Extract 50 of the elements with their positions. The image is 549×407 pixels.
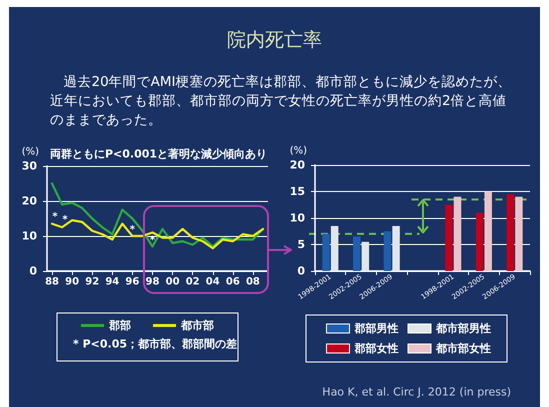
- bar: [330, 226, 338, 271]
- text: 両群ともにP<0.001と著明な減少傾向あり: [50, 148, 268, 160]
- bar: [353, 236, 361, 271]
- x-tick-label: 98: [146, 276, 160, 288]
- y-tick-label: 5: [297, 238, 305, 251]
- bar: [484, 192, 492, 271]
- chart-title: 院内死亡率: [226, 28, 323, 52]
- chart-subtitle: 過去20年間でAMI梗塞の死亡率は郡部、都市部ともに減少を認めたが、近年においても郡部、都市部の両方で女性の死亡率が男性の約2倍と高値のままであった。: [50, 73, 513, 130]
- legend-label: 郡部: [108, 319, 131, 332]
- bar: [322, 234, 330, 271]
- bar: [362, 242, 370, 271]
- legend-label: 都市部: [180, 319, 214, 332]
- x-tick-label: 94: [105, 276, 120, 288]
- text: Hao K, et al. Circ J. 2012 (in press): [322, 386, 511, 398]
- y-tick-label: 0: [29, 264, 38, 278]
- bar: [515, 196, 523, 271]
- y-tick-label: 15: [290, 185, 305, 198]
- legend-label: 都市部女性: [435, 342, 491, 355]
- bar: [392, 226, 400, 271]
- x-tick-label: 92: [85, 276, 100, 288]
- y-tick-label: 0: [297, 264, 306, 278]
- x-tick-label: 06: [226, 276, 240, 288]
- bar: [506, 194, 514, 271]
- y-tick-label: 20: [290, 158, 306, 172]
- x-tick-label: 04: [206, 276, 220, 288]
- bar: [454, 196, 462, 271]
- text: * P<0.05；都市部、郡部間の差: [72, 338, 238, 350]
- x-tick-label: 02: [186, 276, 200, 288]
- legend-label: 都市部男性: [435, 322, 491, 335]
- legend-label: 郡部女性: [354, 342, 398, 355]
- legend-label: 郡部男性: [354, 322, 398, 335]
- x-tick-label: 08: [246, 276, 260, 288]
- annotation: *: [62, 214, 68, 226]
- y-tick-label: 20: [22, 194, 38, 208]
- annotation: *: [52, 212, 58, 222]
- x-tick-label: 90: [65, 276, 80, 288]
- x-tick-label: 96: [125, 276, 140, 288]
- y-axis-title: (%): [22, 146, 40, 158]
- bar: [384, 231, 392, 271]
- y-tick-label: 30: [22, 160, 38, 172]
- bar: [445, 204, 453, 271]
- y-tick-label: 10: [290, 212, 306, 224]
- line-series: [50, 219, 264, 250]
- x-tick-label: 88: [45, 276, 60, 288]
- y-tick-label: 10: [22, 230, 38, 242]
- line-series: [50, 182, 264, 248]
- bar: [476, 212, 484, 271]
- annotation: *: [130, 224, 136, 236]
- x-tick-label: 00: [166, 276, 180, 288]
- y-axis-title: (%): [290, 146, 308, 156]
